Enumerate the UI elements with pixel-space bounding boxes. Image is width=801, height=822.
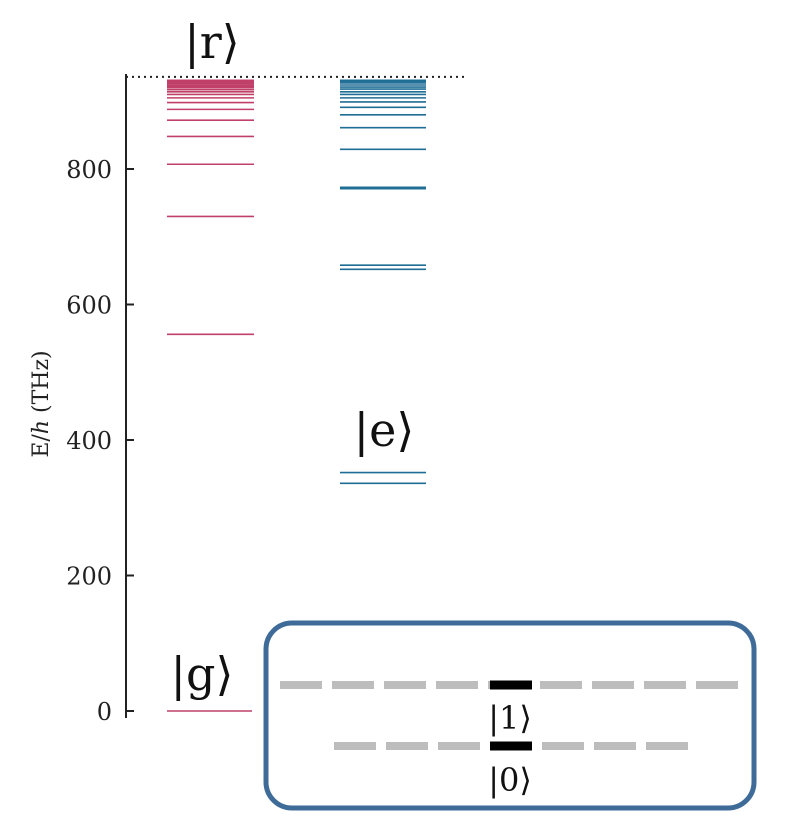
ground-state-label: |g⟩ xyxy=(171,647,234,701)
y-tick-label-2: 400 xyxy=(66,427,112,455)
qubit-inset: |1⟩ |0⟩ xyxy=(263,620,757,811)
y-axis-ticks: 0 200 400 600 800 xyxy=(66,156,134,726)
excited-state-label: |e⟩ xyxy=(354,403,415,457)
rydberg-state-label: |r⟩ xyxy=(184,15,239,69)
y-tick-label-1: 200 xyxy=(66,563,112,591)
inset-state-1-label: |1⟩ xyxy=(488,699,532,737)
inset-frame xyxy=(263,620,757,811)
y-tick-label-0: 0 xyxy=(97,698,112,726)
y-tick-label-4: 800 xyxy=(66,156,112,184)
excited-levels xyxy=(340,79,426,485)
y-axis-label: E/h (THz) xyxy=(29,350,54,457)
rydberg-levels xyxy=(167,79,254,336)
y-tick-label-3: 600 xyxy=(66,292,112,320)
inset-state-0-label: |0⟩ xyxy=(488,761,532,799)
